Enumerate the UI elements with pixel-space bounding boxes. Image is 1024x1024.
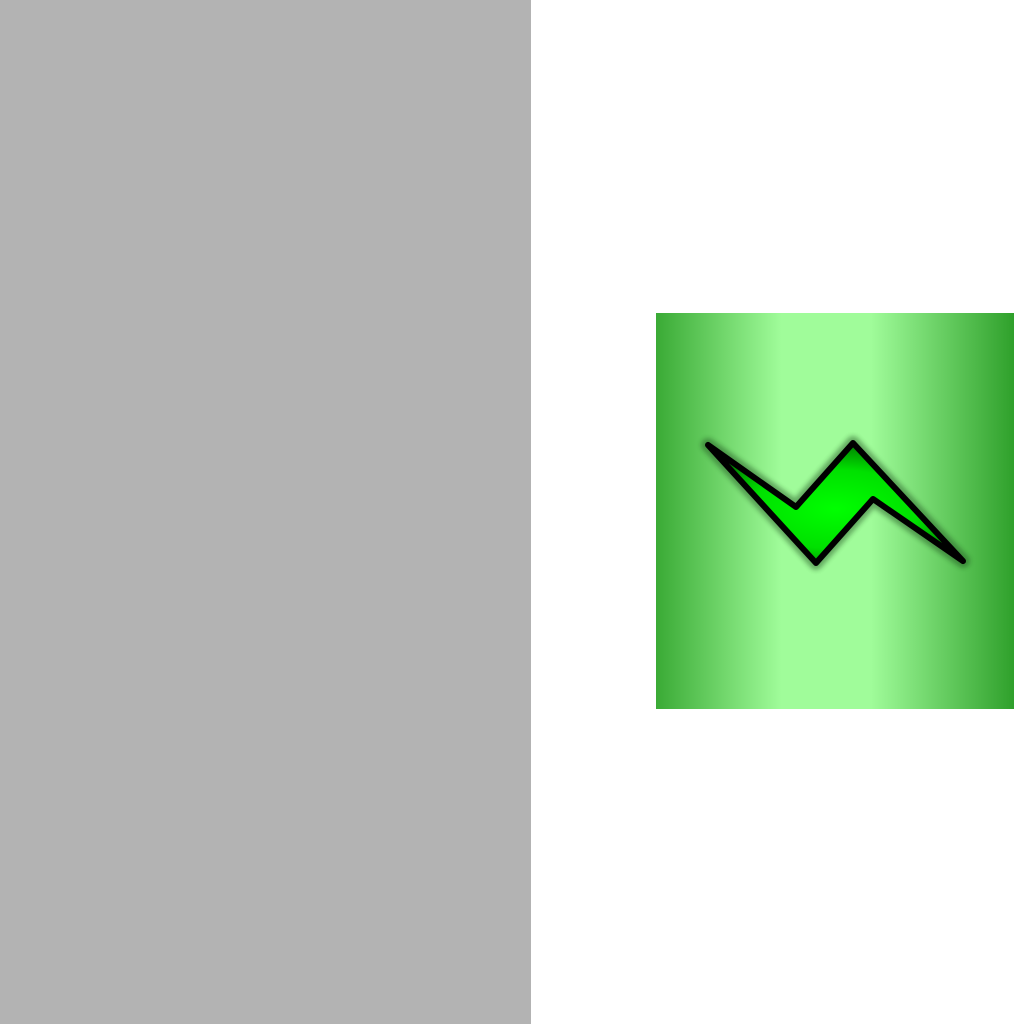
bolt-body [705,440,966,566]
gray-panel [0,0,531,1024]
green-cylinder-tile [656,313,1014,709]
zigzag-lightning-bolt-icon [656,313,1014,709]
